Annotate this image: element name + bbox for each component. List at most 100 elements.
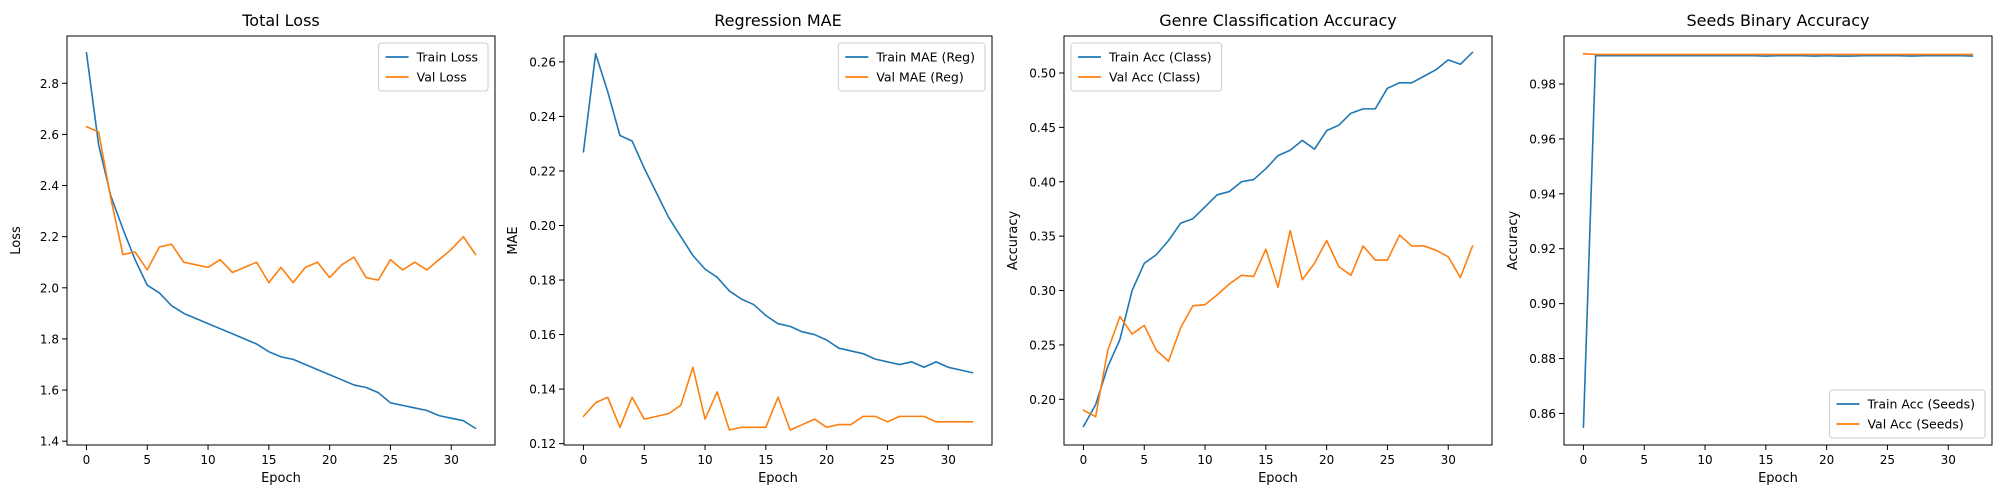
x-tick-label: 5 xyxy=(1640,453,1648,467)
y-tick-label: 0.12 xyxy=(529,437,556,451)
y-tick-label: 0.20 xyxy=(529,219,556,233)
x-tick-label: 0 xyxy=(580,453,588,467)
x-tick-label: 10 xyxy=(1197,453,1212,467)
x-axis-label: Epoch xyxy=(261,471,301,486)
x-axis-label: Epoch xyxy=(758,471,798,486)
y-tick-label: 0.90 xyxy=(1529,297,1556,311)
y-tick-label: 1.8 xyxy=(40,332,59,346)
x-tick-label: 15 xyxy=(758,453,773,467)
chart-title: Seeds Binary Accuracy xyxy=(1687,11,1870,30)
series-line-2 xyxy=(1082,229,1474,418)
chart-panel-4: Seeds Binary Accuracy 0 5 10 15 20 25 30 0.86 0.8… xyxy=(1506,11,1993,486)
x-tick-label: 0 xyxy=(1080,453,1088,467)
y-tick-label: 0.24 xyxy=(529,110,556,124)
y-tick-label: 2.2 xyxy=(40,230,59,244)
y-tick-label: 2.0 xyxy=(40,281,59,295)
y-tick-label: 0.22 xyxy=(529,164,556,178)
x-tick-label: 5 xyxy=(640,453,648,467)
y-tick-label: 0.86 xyxy=(1529,407,1556,421)
x-tick-label: 15 xyxy=(1758,453,1773,467)
y-tick-label: 0.20 xyxy=(1029,393,1056,407)
legend-box xyxy=(837,42,986,92)
y-tick-label: 2.6 xyxy=(40,128,59,142)
x-tick-label: 30 xyxy=(444,453,459,467)
y-tick-label: 0.40 xyxy=(1029,175,1056,189)
chart-panel-1: Total Loss 0 5 10 15 20 25 30 1.4 1.6 1.8 2.0 2.2 2.4… xyxy=(9,11,496,486)
series-line-1 xyxy=(582,52,974,374)
y-tick-label: 0.18 xyxy=(529,274,556,288)
plot-area-frame xyxy=(1563,35,1993,446)
y-tick-label: 0.30 xyxy=(1029,284,1056,298)
y-axis-label: MAE xyxy=(506,226,521,254)
y-tick-label: 0.92 xyxy=(1529,242,1556,256)
legend-entry: Train Acc (Seeds) xyxy=(1866,397,1975,412)
x-axis-label: Epoch xyxy=(1258,471,1298,486)
y-tick-label: 0.16 xyxy=(529,328,556,342)
x-tick-label: 25 xyxy=(383,453,398,467)
y-tick-label: 0.25 xyxy=(1029,338,1056,352)
x-tick-label: 0 xyxy=(83,453,91,467)
x-tick-label: 10 xyxy=(200,453,215,467)
series-line-1 xyxy=(1082,51,1474,428)
x-tick-label: 15 xyxy=(1258,453,1273,467)
legend: Train MAE (Reg) Val MAE (Reg) xyxy=(837,42,986,92)
x-axis-label: Epoch xyxy=(1758,471,1798,486)
x-tick-label: 30 xyxy=(941,453,956,467)
chart-title: Genre Classification Accuracy xyxy=(1159,11,1397,30)
legend-box xyxy=(1828,389,1986,439)
y-axis-label: Loss xyxy=(9,226,24,255)
chart-panel-2: Regression MAE 0 5 10 15 20 25 30 0.12 0.14 0.16 0.… xyxy=(506,11,993,486)
y-tick-label: 2.8 xyxy=(40,77,59,91)
y-tick-label: 0.96 xyxy=(1529,132,1556,146)
x-tick-label: 30 xyxy=(1441,453,1456,467)
y-axis-label: Accuracy xyxy=(1506,211,1521,271)
x-tick-label: 10 xyxy=(697,453,712,467)
x-tick-label: 15 xyxy=(261,453,276,467)
y-tick-label: 2.4 xyxy=(40,179,59,193)
x-tick-label: 25 xyxy=(1880,453,1895,467)
legend-entry: Train Loss xyxy=(416,50,478,65)
series-line-2 xyxy=(1582,53,1974,56)
y-tick-label: 0.88 xyxy=(1529,352,1556,366)
x-tick-label: 20 xyxy=(1819,453,1834,467)
y-axis-label: Accuracy xyxy=(1006,211,1021,271)
legend-entry: Val Acc (Seeds) xyxy=(1867,417,1963,432)
legend-entry: Val MAE (Reg) xyxy=(876,70,963,85)
x-tick-label: 25 xyxy=(880,453,895,467)
x-tick-label: 5 xyxy=(1140,453,1148,467)
legend-box xyxy=(1070,42,1223,92)
legend: Train Loss Val Loss xyxy=(378,42,489,92)
legend-box xyxy=(378,42,489,92)
y-tick-label: 0.45 xyxy=(1029,121,1056,135)
series-line-2 xyxy=(582,366,974,431)
legend-entry: Train MAE (Reg) xyxy=(875,50,975,65)
y-tick-label: 0.94 xyxy=(1529,187,1556,201)
chart-title: Total Loss xyxy=(241,11,320,30)
y-tick-label: 0.14 xyxy=(529,383,556,397)
plot-area-frame xyxy=(1063,35,1493,446)
x-tick-label: 30 xyxy=(1941,453,1956,467)
series-line-2 xyxy=(85,125,477,284)
x-tick-label: 20 xyxy=(819,453,834,467)
x-tick-label: 0 xyxy=(1580,453,1588,467)
legend: Train Acc (Seeds) Val Acc (Seeds) xyxy=(1828,389,1986,439)
y-tick-label: 1.4 xyxy=(40,435,59,449)
y-tick-label: 1.6 xyxy=(40,384,59,398)
y-tick-label: 0.35 xyxy=(1029,230,1056,244)
y-tick-label: 0.26 xyxy=(529,55,556,69)
y-tick-label: 0.98 xyxy=(1529,78,1556,92)
x-tick-label: 10 xyxy=(1697,453,1712,467)
x-tick-label: 5 xyxy=(143,453,151,467)
series-line-1 xyxy=(85,51,477,430)
legend-entry: Val Loss xyxy=(417,70,467,85)
y-tick-label: 0.50 xyxy=(1029,66,1056,80)
plot-area-frame xyxy=(563,35,993,446)
legend: Train Acc (Class) Val Acc (Class) xyxy=(1070,42,1223,92)
chart-title: Regression MAE xyxy=(714,11,841,30)
x-tick-label: 25 xyxy=(1380,453,1395,467)
chart-panel-3: Genre Classification Accuracy 0 5 10 15 20 25 3… xyxy=(1006,11,1493,486)
series-line-1 xyxy=(1582,54,1974,428)
x-tick-label: 20 xyxy=(322,453,337,467)
plot-area-frame xyxy=(66,35,496,446)
